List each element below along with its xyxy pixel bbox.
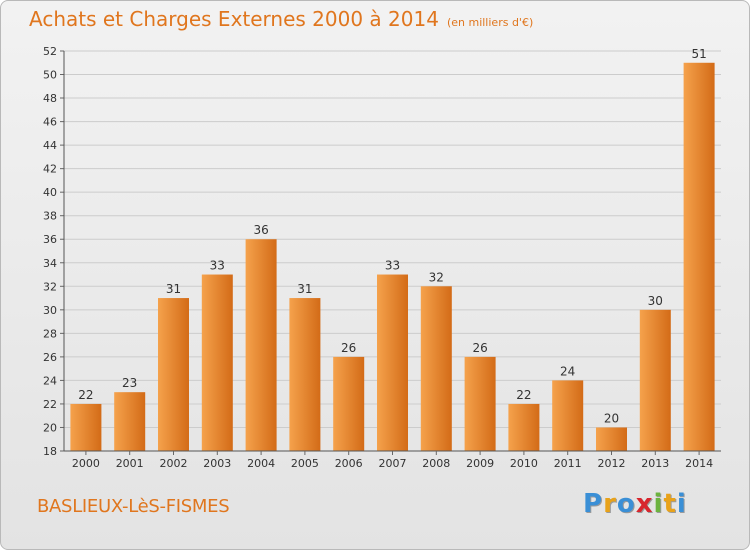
- proxiti-logo[interactable]: Proxiti: [583, 489, 687, 519]
- bar-2007: [377, 274, 408, 451]
- x-tick-label-2001: 2001: [116, 457, 144, 470]
- data-label-2004: 36: [253, 223, 268, 237]
- x-tick-label-2005: 2005: [291, 457, 319, 470]
- x-tick-label-2011: 2011: [554, 457, 582, 470]
- y-tick-label: 30: [43, 304, 57, 317]
- x-tick-label-2008: 2008: [422, 457, 450, 470]
- logo-letter: i: [653, 489, 664, 519]
- x-tick-label-2003: 2003: [203, 457, 231, 470]
- y-tick-label: 22: [43, 398, 57, 411]
- data-label-2011: 24: [560, 364, 575, 378]
- commune-name: BASLIEUX-LèS-FISMES: [37, 496, 230, 517]
- chart-unit: (en milliers d'€): [446, 16, 534, 29]
- data-label-2008: 32: [429, 270, 444, 284]
- y-tick-label: 38: [43, 210, 57, 223]
- bar-2003: [201, 274, 233, 451]
- chart-title: Achats et Charges Externes 2000 à 2014 (e…: [29, 7, 533, 31]
- bar-2002: [158, 298, 189, 451]
- logo-letter: t: [663, 489, 677, 519]
- x-tick-label-2012: 2012: [598, 457, 626, 470]
- data-label-2005: 31: [297, 282, 312, 296]
- bar-2004: [245, 239, 277, 451]
- x-tick-label-2004: 2004: [247, 457, 275, 470]
- bar-2010: [508, 403, 540, 451]
- data-label-2007: 33: [385, 259, 400, 273]
- y-tick-label: 20: [43, 421, 57, 434]
- y-tick-label: 52: [43, 45, 57, 58]
- x-tick-label-2000: 2000: [72, 457, 100, 470]
- bar-2008: [420, 286, 452, 451]
- logo-letter: P: [583, 489, 604, 519]
- y-tick-label: 42: [43, 163, 57, 176]
- y-tick-label: 36: [43, 233, 57, 246]
- y-tick-label: 44: [43, 139, 57, 152]
- logo-letter: x: [635, 489, 654, 519]
- x-tick-label-2006: 2006: [335, 457, 363, 470]
- y-tick-label: 32: [43, 280, 57, 293]
- logo-letter: i: [676, 489, 687, 519]
- x-tick-label-2007: 2007: [379, 457, 407, 470]
- data-label-2006: 26: [341, 341, 356, 355]
- y-tick-label: 34: [43, 257, 57, 270]
- y-tick-label: 50: [43, 69, 57, 82]
- bar-2000: [70, 403, 102, 451]
- x-tick-label-2010: 2010: [510, 457, 538, 470]
- data-label-2013: 30: [648, 294, 663, 308]
- data-label-2012: 20: [604, 411, 619, 425]
- data-label-2014: 51: [691, 47, 706, 61]
- bar-2001: [114, 392, 146, 451]
- bar-2012: [596, 427, 627, 451]
- x-tick-label-2013: 2013: [641, 457, 669, 470]
- data-label-2001: 23: [122, 376, 137, 390]
- logo-letter: o: [616, 489, 636, 519]
- data-label-2009: 26: [472, 341, 487, 355]
- data-label-2002: 31: [166, 282, 181, 296]
- chart-title-text: Achats et Charges Externes 2000 à 2014: [29, 7, 439, 31]
- y-tick-label: 26: [43, 351, 57, 364]
- y-tick-label: 48: [43, 92, 57, 105]
- data-label-2010: 22: [516, 388, 531, 402]
- y-tick-label: 46: [43, 116, 57, 129]
- data-label-2003: 33: [210, 259, 225, 273]
- y-tick-label: 40: [43, 186, 57, 199]
- x-tick-label-2009: 2009: [466, 457, 494, 470]
- data-label-2000: 22: [78, 388, 93, 402]
- bar-2014: [683, 62, 715, 451]
- bar-2005: [289, 298, 321, 451]
- bar-2009: [464, 356, 496, 451]
- x-tick-label-2002: 2002: [160, 457, 188, 470]
- bar-2011: [552, 380, 584, 451]
- bar-2006: [333, 356, 365, 451]
- y-tick-label: 24: [43, 374, 57, 387]
- x-tick-label-2014: 2014: [685, 457, 713, 470]
- y-tick-label: 18: [43, 445, 57, 458]
- bar-2013: [639, 309, 671, 451]
- logo-letter: r: [603, 489, 617, 519]
- y-tick-label: 28: [43, 327, 57, 340]
